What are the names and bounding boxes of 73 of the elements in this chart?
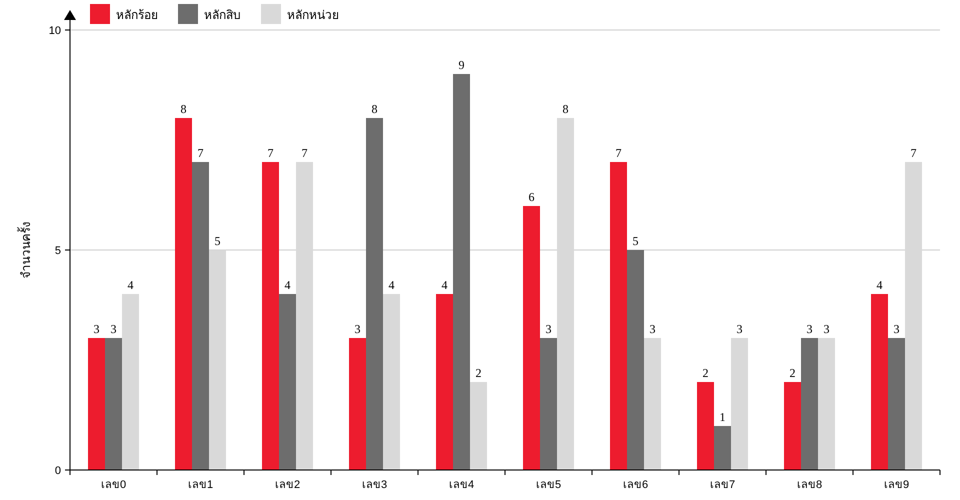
- data-label: 3: [650, 322, 656, 336]
- data-label: 7: [302, 146, 308, 160]
- x-tick-label: เลข7: [710, 479, 736, 491]
- bar: [697, 382, 714, 470]
- data-label: 4: [388, 278, 394, 292]
- y-axis-title: จำนวนครั้ง: [17, 222, 33, 278]
- data-label: 7: [616, 146, 622, 160]
- bar: [784, 382, 801, 470]
- data-label: 1: [720, 410, 726, 424]
- bar: [122, 294, 139, 470]
- x-tick-label: เลข1: [188, 479, 214, 491]
- bar: [105, 338, 122, 470]
- bar: [714, 426, 731, 470]
- data-label: 9: [458, 58, 464, 72]
- data-label: 2: [702, 366, 708, 380]
- x-tick-label: เลข4: [448, 479, 474, 491]
- bar: [523, 206, 540, 470]
- bar: [383, 294, 400, 470]
- data-label: 3: [354, 322, 360, 336]
- data-label: 8: [180, 102, 186, 116]
- x-tick-label: เลข8: [796, 479, 822, 491]
- data-label: 3: [94, 322, 100, 336]
- bar: [470, 382, 487, 470]
- data-label: 8: [372, 102, 378, 116]
- x-tick-label: เลข3: [362, 479, 388, 491]
- data-label: 3: [110, 322, 116, 336]
- bar: [453, 74, 470, 470]
- bar: [627, 250, 644, 470]
- data-label: 2: [790, 366, 796, 380]
- data-label: 3: [894, 322, 900, 336]
- x-tick-label: เลข0: [100, 479, 126, 491]
- data-label: 3: [736, 322, 742, 336]
- x-tick-label: เลข2: [274, 479, 300, 491]
- bar: [349, 338, 366, 470]
- bar: [871, 294, 888, 470]
- bar: [279, 294, 296, 470]
- x-tick-label: เลข5: [536, 479, 562, 491]
- data-label: 3: [824, 322, 830, 336]
- data-label: 3: [806, 322, 812, 336]
- bar: [644, 338, 661, 470]
- legend-label: หลักสิบ: [204, 8, 241, 22]
- data-label: 7: [910, 146, 916, 160]
- bar: [731, 338, 748, 470]
- bar: [175, 118, 192, 470]
- bar: [436, 294, 453, 470]
- data-label: 7: [268, 146, 274, 160]
- data-label: 4: [876, 278, 882, 292]
- x-tick-label: เลข6: [622, 479, 648, 491]
- data-label: 7: [198, 146, 204, 160]
- data-label: 5: [632, 234, 638, 248]
- y-tick-label: 10: [48, 25, 61, 37]
- data-label: 5: [214, 234, 220, 248]
- bar: [262, 162, 279, 470]
- legend-label: หลักหน่วย: [287, 8, 339, 22]
- bar: [366, 118, 383, 470]
- bar: [818, 338, 835, 470]
- data-label: 4: [128, 278, 134, 292]
- data-label: 4: [442, 278, 448, 292]
- legend-label: หลักร้อย: [116, 8, 158, 22]
- x-tick-label: เลข9: [884, 479, 910, 491]
- data-label: 6: [528, 190, 534, 204]
- bar: [192, 162, 209, 470]
- data-label: 8: [562, 102, 568, 116]
- bar: [888, 338, 905, 470]
- data-label: 3: [546, 322, 552, 336]
- data-label: 2: [476, 366, 482, 380]
- y-tick-label: 5: [54, 245, 61, 257]
- data-label: 4: [284, 278, 290, 292]
- y-tick-label: 0: [54, 465, 61, 477]
- bar: [88, 338, 105, 470]
- bar: [801, 338, 818, 470]
- bar: [610, 162, 627, 470]
- bar: [540, 338, 557, 470]
